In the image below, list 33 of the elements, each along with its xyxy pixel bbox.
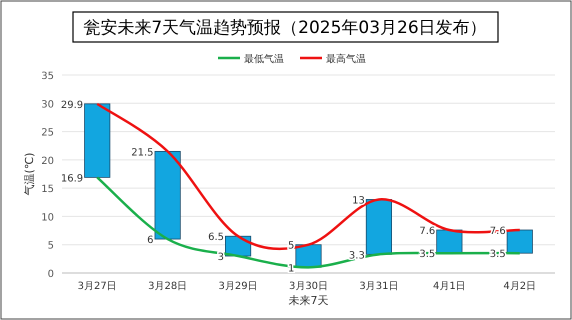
y-tick-label: 25	[41, 128, 54, 139]
data-label: 13	[352, 195, 365, 206]
data-label: 29.9	[60, 100, 84, 111]
y-tick-label: 20	[41, 156, 54, 167]
y-tick-label: 35	[41, 71, 54, 82]
chart-title: 瓮安未来7天气温趋势预报（2025年03月26日发布）	[83, 18, 487, 38]
bar	[154, 150, 181, 240]
y-tick-label: 30	[41, 99, 54, 110]
legend-label: 最高气温	[326, 53, 366, 65]
y-axis-title: 气温(℃)	[23, 152, 36, 196]
x-tick-label: 3月27日	[78, 281, 117, 292]
bar	[366, 199, 392, 255]
x-tick-label: 4月2日	[503, 281, 536, 292]
data-label: 6	[147, 235, 154, 246]
x-tick-label: 3月30日	[288, 281, 328, 292]
legend-label: 最低气温	[244, 53, 284, 65]
bar	[84, 103, 110, 178]
x-tick-label: 3月28日	[148, 281, 188, 292]
data-label: 21.5	[131, 147, 154, 158]
data-label: 7.6	[419, 226, 436, 238]
data-label: 16.9	[60, 173, 84, 184]
y-tick-label: 0	[48, 269, 54, 280]
x-axis-title: 未来7天	[288, 294, 328, 307]
y-tick-label: 15	[41, 184, 54, 196]
x-tick-label: 4月1日	[432, 281, 466, 292]
bar	[506, 230, 533, 254]
data-label: 6.5	[208, 232, 224, 244]
y-tick-label: 10	[41, 212, 54, 224]
data-label: 7.6	[490, 226, 506, 238]
y-tick-label: 5	[48, 240, 54, 252]
x-tick-label: 3月31日	[359, 281, 398, 292]
data-label: 3	[218, 252, 224, 264]
x-tick-label: 3月29日	[218, 281, 258, 292]
